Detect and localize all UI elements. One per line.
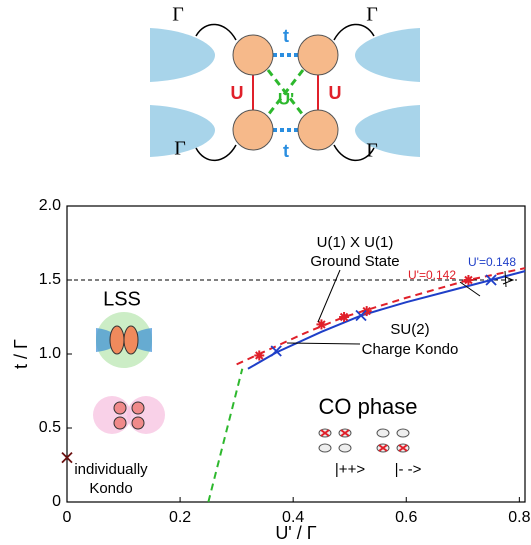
- coupling: [196, 145, 236, 160]
- label: t: [283, 26, 289, 46]
- inset-cloud: [93, 396, 131, 434]
- inset-dot: [132, 402, 144, 414]
- pointer: [318, 270, 340, 322]
- y-tick-label: 1.0: [39, 345, 61, 362]
- schematic: Γ Γ Γ Γ t t U U U': [150, 4, 420, 162]
- dot: [298, 110, 338, 150]
- annotation: Ground State: [310, 253, 399, 270]
- lead: [355, 105, 420, 157]
- pointer: [505, 271, 506, 287]
- annotation: CO phase: [318, 394, 417, 419]
- annotation: SU(2): [390, 321, 429, 338]
- annotation: |++>: [335, 461, 365, 478]
- annotation: U'=0.142: [408, 268, 456, 282]
- x-tick-label: 0.6: [395, 509, 417, 526]
- annotation: Charge Kondo: [362, 341, 459, 358]
- annotation: |- ->: [395, 461, 422, 478]
- coupling: [334, 24, 374, 40]
- marker: [254, 350, 264, 360]
- inset-cloud: [127, 396, 165, 434]
- inset-dot: [114, 402, 126, 414]
- label: Γ: [172, 4, 184, 26]
- x-axis-label: U' / Γ: [275, 523, 316, 543]
- annotation: individually: [74, 461, 148, 478]
- label: Γ: [174, 138, 186, 160]
- y-tick-label: 1.5: [39, 271, 61, 288]
- y-tick-label: 2.0: [39, 197, 61, 214]
- x-tick-label: 0.2: [169, 509, 191, 526]
- pointer: [287, 343, 360, 344]
- y-tick-label: 0: [52, 493, 61, 510]
- lead: [150, 28, 215, 82]
- x-tick-label: 0: [63, 509, 72, 526]
- inset-dot: [132, 417, 144, 429]
- annotation: LSS: [103, 288, 141, 310]
- inset-dot: [110, 326, 124, 354]
- y-tick-label: 0.5: [39, 419, 61, 436]
- lead: [355, 28, 420, 82]
- label: U: [231, 83, 244, 103]
- figure: Γ Γ Γ Γ t t U U U' 00.20.40.60.800.51.01: [0, 0, 531, 545]
- co-state: [319, 429, 409, 452]
- label: U: [329, 83, 342, 103]
- series-line: [208, 369, 242, 502]
- annotation: U(1) X U(1): [317, 234, 394, 251]
- annotation: Kondo: [89, 480, 132, 497]
- marker: [463, 275, 473, 285]
- coupling: [196, 24, 236, 40]
- dot: [233, 110, 273, 150]
- y-axis-label: t / Γ: [11, 339, 31, 369]
- co-occupation: [321, 430, 407, 451]
- label: t: [283, 141, 289, 161]
- dot: [233, 35, 273, 75]
- marker: [339, 312, 349, 322]
- inset-dot: [124, 326, 138, 354]
- label: Γ: [366, 140, 378, 162]
- inset-dot: [114, 417, 126, 429]
- insets: [93, 312, 409, 452]
- label: Γ: [366, 4, 378, 26]
- dot: [298, 35, 338, 75]
- annotation: U'=0.148: [468, 255, 516, 269]
- x-tick-label: 0.8: [508, 509, 530, 526]
- label: U': [278, 89, 294, 108]
